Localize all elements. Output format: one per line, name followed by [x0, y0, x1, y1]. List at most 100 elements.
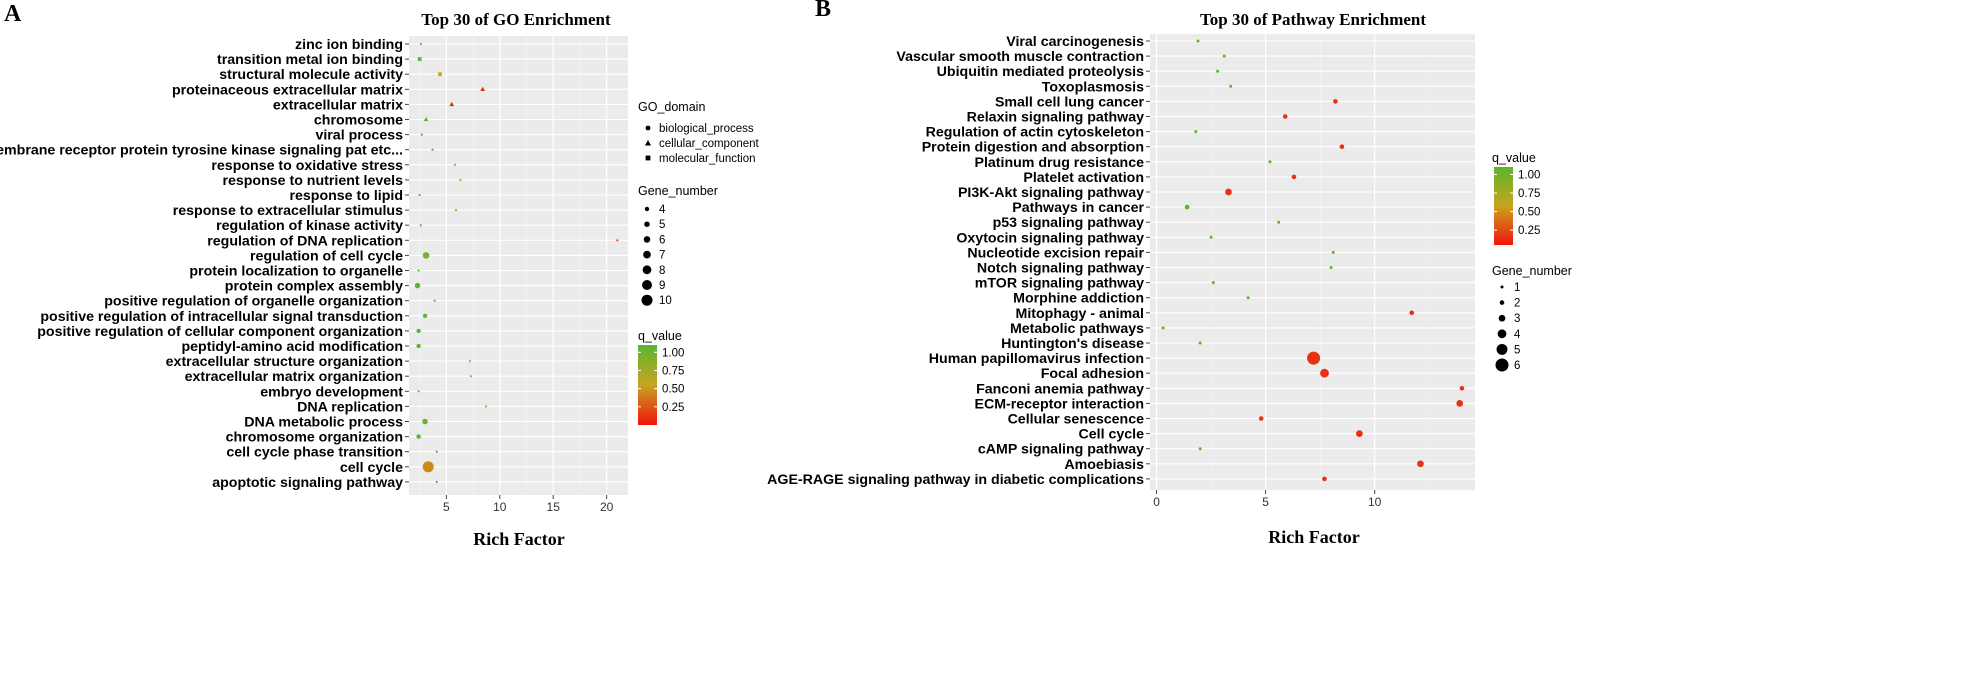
data-point-circle	[1291, 174, 1297, 180]
color-legend-label: 0.75	[1518, 188, 1540, 200]
y-axis-label: Viral carcinogenesis	[1006, 34, 1144, 50]
y-axis-label: Cellular senescence	[1008, 412, 1145, 428]
y-axis-label: structural molecule activity	[219, 67, 403, 83]
data-point-circle	[1194, 130, 1198, 134]
data-point-circle	[1409, 310, 1415, 316]
size-legend-key	[643, 236, 651, 243]
y-axis-label: response to extracellular stimulus	[173, 203, 403, 219]
y-axis-label: Vascular smooth muscle contraction	[896, 49, 1144, 65]
size-legend-label: 7	[659, 250, 665, 262]
data-point-circle	[484, 405, 488, 408]
y-axis-label: mTOR signaling pathway	[975, 276, 1144, 292]
data-point-circle	[1216, 69, 1220, 73]
y-axis-label: regulation of DNA replication	[207, 233, 403, 249]
panel-a-x-axis-ticks: 5 10 15 20	[443, 495, 614, 514]
x-tick-label: 5	[443, 500, 450, 514]
size-legend-label: 2	[1514, 298, 1520, 310]
panel-b-points	[1161, 39, 1465, 482]
x-tick-label: 10	[493, 500, 507, 514]
y-axis-label: Regulation of actin cytoskeleton	[926, 125, 1144, 141]
x-tick-label: 0	[1153, 495, 1160, 509]
panel-b-color-legend: q_value 1.00 0.75 0.50 0.25	[1492, 151, 1540, 245]
y-axis-label: Metabolic pathways	[1010, 321, 1144, 337]
data-point-square	[438, 72, 442, 77]
panel-a-size-legend: Gene_number 4 5 6 7 8 9 10	[638, 184, 718, 307]
panel-b-title: Top 30 of Pathway Enrichment	[1200, 10, 1426, 29]
data-point-circle	[1209, 235, 1213, 239]
x-tick-label: 15	[547, 500, 561, 514]
y-axis-label: Toxoplasmosis	[1042, 79, 1144, 95]
y-axis-label: cAMP signaling pathway	[978, 442, 1144, 458]
y-axis-label: Focal adhesion	[1041, 366, 1144, 382]
domain-legend-title: GO_domain	[638, 100, 705, 114]
panel-b-gridlines	[1150, 25, 1475, 494]
y-axis-label: Fanconi anemia pathway	[976, 381, 1144, 397]
y-axis-label: positive regulation of organelle organiz…	[104, 294, 403, 310]
data-point-circle	[1277, 220, 1281, 224]
y-axis-label: extracellular matrix organization	[185, 369, 403, 385]
data-point-triangle	[449, 101, 455, 107]
size-legend-key	[644, 206, 650, 212]
panel-b: B Top 30 of Pathway Enrichment Viral car…	[767, 0, 1572, 547]
panel-a-label: A	[4, 1, 22, 27]
data-point-circle	[1246, 296, 1250, 300]
panel-a-points	[414, 43, 619, 483]
y-axis-label: regulation of cell cycle	[250, 248, 403, 264]
data-point-circle	[1282, 114, 1288, 119]
color-legend-title: q_value	[638, 329, 682, 343]
size-legend-key	[641, 294, 653, 306]
data-point-circle	[435, 450, 438, 453]
y-axis-label: Platelet activation	[1023, 170, 1144, 186]
data-point-circle	[433, 299, 436, 302]
color-legend-title: q_value	[1492, 151, 1536, 165]
x-tick-label: 10	[1368, 495, 1382, 509]
color-legend-label: 1.00	[662, 347, 684, 359]
data-point-circle	[414, 282, 421, 289]
domain-legend-label: biological_process	[659, 123, 754, 135]
y-axis-label: Morphine addiction	[1013, 291, 1144, 307]
size-legend-label: 8	[659, 265, 665, 277]
size-legend-key	[643, 250, 651, 259]
data-point-circle	[416, 328, 421, 334]
data-point-circle	[431, 148, 434, 151]
size-legend-key	[1497, 329, 1507, 339]
y-axis-label: transition metal ion binding	[217, 52, 403, 68]
y-axis-label: p53 signaling pathway	[993, 215, 1144, 231]
y-axis-label: Relaxin signaling pathway	[967, 110, 1144, 126]
y-axis-label: ECM-receptor interaction	[975, 396, 1145, 412]
data-point-circle	[1229, 84, 1233, 88]
y-axis-label: Huntington's disease	[1001, 336, 1144, 352]
data-point-square	[419, 43, 422, 45]
y-axis-label: Ubiquitin mediated proteolysis	[937, 64, 1144, 80]
panel-b-plot-background	[1150, 34, 1475, 490]
size-legend-key	[642, 265, 652, 275]
y-axis-label: PI3K-Akt signaling pathway	[958, 185, 1144, 201]
y-axis-label: Pathways in cancer	[1012, 200, 1144, 216]
size-legend-title: Gene_number	[1492, 264, 1572, 278]
panel-b-x-axis-ticks: 0 5 10	[1153, 490, 1382, 509]
size-legend-label: 5	[659, 219, 665, 231]
data-point-circle	[1329, 266, 1333, 269]
x-tick-label: 5	[1262, 495, 1269, 509]
panel-b-label: B	[815, 0, 831, 22]
data-point-circle	[1356, 430, 1363, 437]
color-legend-label: 0.75	[662, 365, 684, 377]
y-axis-label: cell cycle	[340, 460, 403, 476]
y-axis-label: apoptotic signaling pathway	[212, 475, 403, 491]
y-axis-label: peptidyl-amino acid modification	[182, 339, 404, 355]
panel-a-y-tick-marks	[405, 43, 409, 483]
y-axis-label: protein localization to organelle	[189, 264, 403, 280]
data-point-circle	[422, 418, 428, 425]
size-legend-label: 4	[659, 204, 666, 216]
panel-a-x-axis-title: Rich Factor	[473, 529, 564, 549]
data-point-circle	[454, 209, 458, 212]
data-point-circle	[1307, 351, 1321, 365]
size-legend-label: 9	[659, 280, 665, 292]
y-axis-label: Protein digestion and absorption	[922, 140, 1144, 156]
size-legend-key	[1496, 343, 1508, 355]
color-legend-gradient-bar	[638, 345, 657, 425]
data-point-circle	[416, 343, 421, 349]
y-axis-label: Mitophagy - animal	[1016, 306, 1144, 322]
data-point-square	[417, 57, 422, 61]
